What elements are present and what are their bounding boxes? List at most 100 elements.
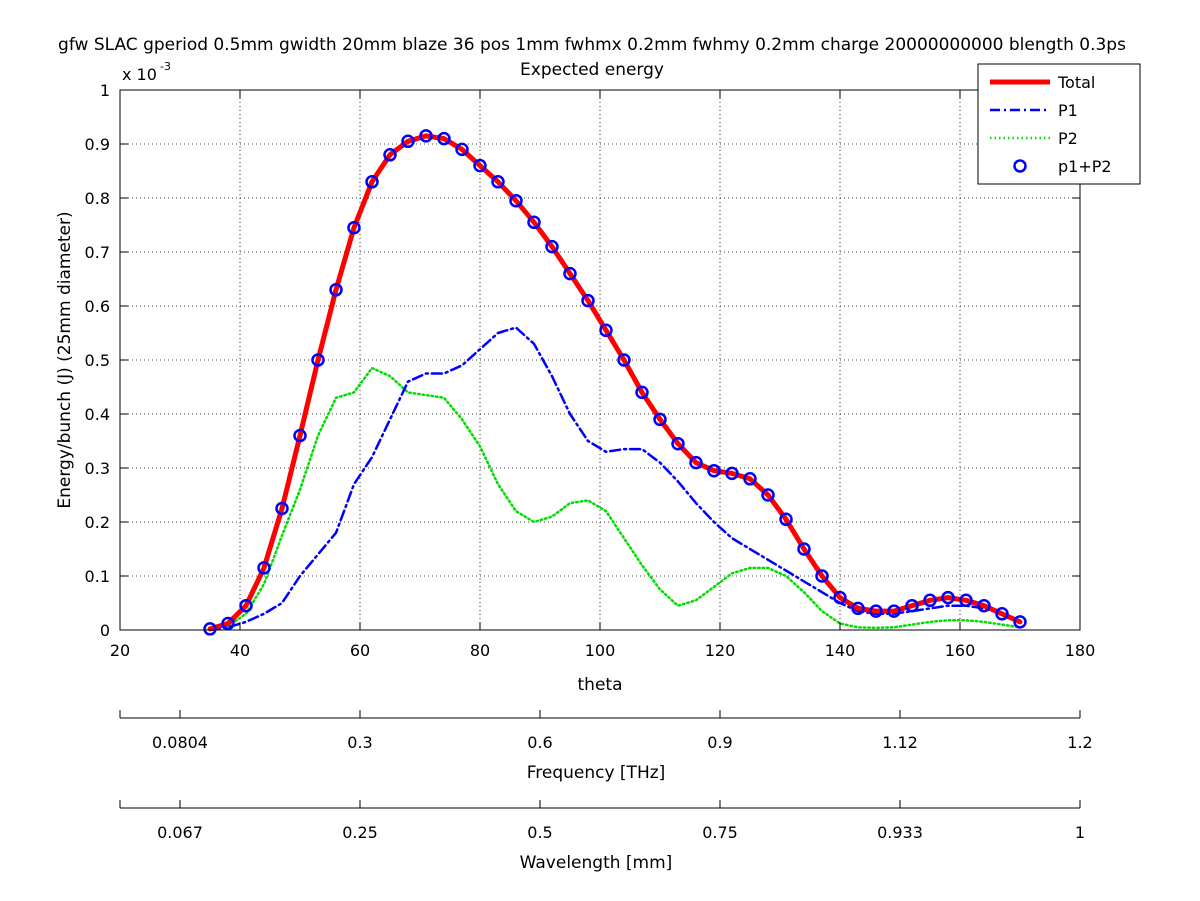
wavelength-axis: 0.067 0.25 0.5 0.75 0.933 1 Wavelength [mm] — [119, 800, 1085, 873]
series-marker-p1-p2 — [869, 604, 883, 618]
y-exponent-power: -3 — [160, 60, 171, 73]
series-marker-p1-p2 — [437, 131, 451, 146]
series-marker-p1-p2 — [401, 134, 415, 149]
series-marker-p1-p2 — [365, 175, 379, 189]
x-tick-label: 40 — [230, 641, 250, 660]
series-marker-p1-p2 — [779, 512, 793, 527]
y-tick-label: 0.3 — [85, 459, 110, 478]
frequency-axis: 0.0804 0.3 0.6 0.9 1.12 1.2 Frequency [THz] — [119, 710, 1093, 783]
series-marker-p1-p2 — [995, 607, 1009, 621]
y-tick-label: 0.4 — [85, 405, 110, 424]
y-tick-label: 0 — [100, 621, 110, 640]
series-marker-p1-p2 — [671, 436, 685, 451]
series-marker-p1-p2 — [1013, 615, 1027, 629]
x-tick-label: 100 — [585, 641, 616, 660]
series-marker-p1-p2 — [689, 455, 703, 470]
plot-area: 20 40 60 80 100 120 140 160 180 0 0.1 0.2 0.3 0.4 0.5 0… — [85, 81, 1096, 660]
x-tick-label: 120 — [705, 641, 736, 660]
secondary-tick-label: 0.9 — [707, 733, 732, 752]
series-marker-p1-p2 — [347, 220, 361, 235]
series-marker-p1-p2 — [545, 239, 559, 254]
series-marker-p1-p2 — [383, 148, 397, 162]
legend-label: Total — [1057, 73, 1095, 92]
grid-lines — [120, 90, 1080, 630]
secondary-tick-label: 1 — [1075, 823, 1085, 842]
secondary-tick-label: 0.75 — [702, 823, 738, 842]
series-marker-p1-p2 — [509, 193, 523, 208]
series-marker-p1-p2 — [941, 590, 955, 605]
y-tick-label: 1 — [100, 81, 110, 100]
series-marker-p1-p2 — [833, 590, 847, 605]
chart-title: gfw SLAC gperiod 0.5mm gwidth 20mm blaze… — [58, 35, 1126, 55]
series-marker-p1-p2 — [581, 293, 595, 308]
y-tick-label: 0.2 — [85, 513, 110, 532]
secondary-tick-label: 0.3 — [347, 733, 372, 752]
axis-ticks: 20 40 60 80 100 120 140 160 180 0 0.1 0.2 0.3 0.4 0.5 0… — [85, 81, 1096, 660]
x-tick-label: 160 — [945, 641, 976, 660]
series-marker-p1-p2 — [563, 266, 577, 281]
legend-label: p1+P2 — [1058, 157, 1112, 176]
secondary-tick-label: 1.2 — [1067, 733, 1092, 752]
secondary-tick-label: 0.5 — [527, 823, 552, 842]
series-marker-p1-p2 — [707, 463, 721, 478]
legend-swatch — [1013, 159, 1027, 173]
secondary-tick-label: 0.067 — [157, 823, 203, 842]
x-tick-label: 180 — [1065, 641, 1096, 660]
y-tick-label: 0.7 — [85, 243, 110, 262]
series-marker-p1-p2 — [491, 175, 505, 189]
series-line-total — [207, 133, 1023, 632]
x-tick-label: 140 — [825, 641, 856, 660]
series-line-p1 — [208, 326, 1022, 632]
secondary-tick-label: 0.25 — [342, 823, 378, 842]
y-axis-label: Energy/bunch (J) (25mm diameter) — [55, 211, 75, 508]
series-marker-p1-p2 — [761, 488, 775, 502]
legend-label: P2 — [1058, 129, 1078, 148]
series-group — [203, 129, 1027, 636]
y-tick-label: 0.9 — [85, 135, 110, 154]
series-marker-p1-p2 — [797, 542, 811, 556]
y-tick-label: 0.5 — [85, 351, 110, 370]
series-marker-p1-p2 — [527, 215, 541, 230]
series-marker-p1-p2 — [815, 569, 829, 583]
series-marker-p1-p2 — [653, 412, 667, 427]
series-marker-p1-p2 — [959, 593, 973, 608]
y-tick-label: 0.6 — [85, 297, 110, 316]
series-marker-p1-p2 — [905, 598, 919, 613]
y-exponent-prefix: x 10 — [122, 65, 157, 84]
legend: Total P1 P2 p1+P2 — [977, 63, 1141, 185]
series-line-p2 — [208, 366, 1022, 631]
secondary-tick-label: 0.933 — [877, 823, 923, 842]
series-marker-p1-p2 — [203, 622, 217, 636]
legend-label: P1 — [1058, 101, 1078, 120]
series-marker-p1-p2 — [239, 598, 253, 613]
series-marker-p1-p2 — [923, 593, 937, 608]
series-marker-p1-p2 — [455, 142, 469, 157]
secondary-tick-label: 0.6 — [527, 733, 552, 752]
series-marker-p1-p2 — [275, 501, 289, 516]
series-marker-p1-p2 — [725, 466, 739, 481]
x-tick-label: 80 — [470, 641, 490, 660]
series-marker-p1-p2 — [599, 323, 613, 338]
series-marker-p1-p2 — [617, 353, 631, 367]
chart-subtitle: Expected energy — [520, 60, 664, 80]
series-marker-p1-p2 — [977, 598, 991, 613]
series-marker-p1-p2 — [851, 601, 865, 616]
secondary-tick-label: 0.0804 — [152, 733, 208, 752]
secondary-tick-label: 1.12 — [882, 733, 918, 752]
series-marker-p1-p2 — [329, 283, 343, 297]
series-marker-p1-p2 — [743, 472, 757, 486]
series-marker-p1-p2 — [419, 129, 433, 143]
y-tick-label: 0.1 — [85, 567, 110, 586]
frequency-axis-label: Frequency [THz] — [527, 763, 666, 783]
wavelength-axis-label: Wavelength [mm] — [520, 853, 673, 873]
x-axis-label: theta — [578, 675, 623, 695]
series-marker-p1-p2 — [221, 616, 235, 631]
y-tick-label: 0.8 — [85, 189, 110, 208]
series-marker-p1-p2 — [887, 604, 901, 618]
series-marker-p1-p2 — [473, 158, 487, 173]
x-tick-label: 60 — [350, 641, 370, 660]
series-marker-p1-p2 — [257, 561, 271, 575]
series-marker-p1-p2 — [311, 353, 325, 367]
series-marker-p1-p2 — [293, 428, 307, 443]
x-tick-label: 20 — [110, 641, 130, 660]
